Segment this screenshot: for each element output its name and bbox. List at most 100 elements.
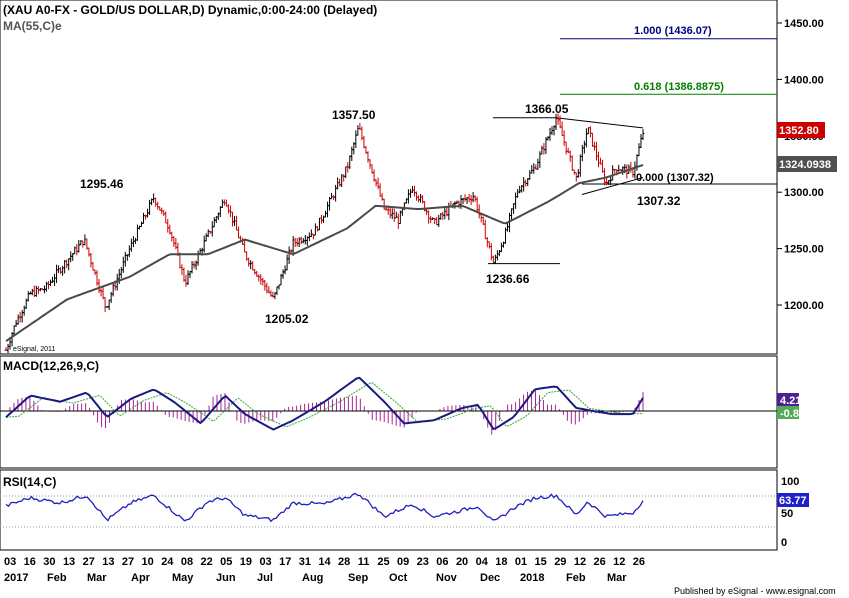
price-bar (493, 254, 497, 264)
time-axis: 03 16 30 13 27 13 27 10 24 08 22 05 19 03 17 31 14 28 11 25… (4, 556, 645, 584)
label-1366: 1366.05 (525, 102, 569, 116)
price-bar (99, 288, 103, 297)
x-day-label: 25 (377, 556, 389, 568)
price-bar (172, 236, 176, 247)
price-bar (230, 211, 234, 227)
label-1295: 1295.46 (80, 177, 124, 191)
x-day-label: 01 (515, 556, 527, 568)
price-bar (479, 213, 483, 223)
price-bar (309, 229, 313, 238)
price-bar (243, 240, 247, 253)
x-day-label: 19 (240, 556, 252, 568)
price-bar (67, 258, 71, 271)
price-bar (487, 241, 491, 249)
rsi-line (5, 492, 644, 523)
x-day-label: 13 (102, 556, 114, 568)
price-bar (277, 284, 281, 290)
price-bar (119, 266, 123, 279)
price-bar (576, 169, 580, 178)
price-bar (378, 183, 382, 197)
price-bar (22, 305, 26, 316)
x-day-label: 26 (633, 556, 645, 568)
x-month-label: Nov (436, 572, 458, 584)
x-day-label: 04 (476, 556, 489, 568)
last-price-tag (777, 122, 825, 138)
price-bar (125, 254, 129, 261)
price-bar (55, 264, 59, 283)
price-bar (443, 206, 447, 220)
price-bar (518, 185, 522, 194)
x-day-label: 26 (594, 556, 606, 568)
price-bar (123, 251, 127, 267)
macd-value: 4.21 (780, 395, 801, 407)
price-bar (419, 194, 423, 203)
price-bar (144, 214, 148, 220)
rsi-value: 63.77 (779, 495, 807, 507)
price-bar (570, 155, 574, 171)
price-bar (313, 223, 317, 236)
price-bar (220, 199, 224, 208)
price-bar (437, 214, 441, 227)
price-bar (471, 191, 475, 203)
price-bar (417, 195, 421, 203)
price-bar (588, 126, 592, 138)
price-bar (53, 273, 57, 286)
price-bar (65, 259, 69, 269)
x-day-label: 11 (358, 556, 370, 568)
price-bar (317, 217, 321, 231)
price-bar (580, 144, 584, 162)
fibonacci-levels (560, 38, 777, 185)
price-bar (530, 165, 534, 174)
price-bar (30, 288, 34, 296)
price-bar (212, 217, 216, 228)
price-bar (184, 274, 188, 287)
price-bar (435, 216, 439, 226)
x-day-label: 27 (83, 556, 95, 568)
x-day-label: 16 (24, 556, 36, 568)
price-bar (578, 154, 582, 177)
price-bar (348, 155, 352, 170)
price-bar (536, 158, 540, 170)
price-bar (481, 216, 485, 225)
price-bar (376, 177, 380, 190)
price-bar (202, 235, 206, 253)
rsi-tick-100: 100 (781, 476, 799, 488)
label-1307: 1307.32 (637, 194, 681, 208)
price-bar (253, 269, 257, 275)
price-bar (467, 193, 471, 203)
price-bar (522, 177, 526, 192)
watermark: eSignal, 2011 (13, 346, 55, 353)
price-bar (342, 174, 346, 182)
price-bar (382, 198, 386, 210)
price-bar (540, 145, 544, 155)
x-day-label: 13 (63, 556, 75, 568)
price-bar (554, 113, 558, 130)
price-bar (641, 129, 645, 140)
macd-label: MACD(12,26,9,C) (3, 359, 99, 373)
price-bar (198, 248, 202, 255)
price-bar (388, 206, 392, 219)
label-1205: 1205.02 (265, 312, 309, 326)
fib-100-label: 1.000 (1436.07) (634, 25, 712, 37)
price-bar (350, 146, 354, 162)
x-day-label: 10 (142, 556, 154, 568)
price-bar (257, 274, 261, 282)
x-day-label: 30 (43, 556, 55, 568)
price-bar (512, 203, 516, 214)
price-bar (204, 233, 208, 242)
fib-0-label: 0.000 (1307.32) (636, 172, 714, 184)
price-bar (326, 201, 330, 218)
price-bar (226, 204, 230, 214)
price-bar (154, 197, 158, 207)
price-bar (324, 210, 328, 218)
price-bar (590, 132, 594, 147)
price-bar (196, 250, 200, 266)
x-day-label: 03 (259, 556, 271, 568)
x-month-label: Sep (348, 572, 368, 584)
price-bar (265, 282, 269, 294)
price-bar (249, 260, 253, 270)
x-month-label: Mar (607, 572, 627, 584)
label-1357: 1357.50 (332, 108, 376, 122)
signal-value-tag (777, 406, 799, 419)
price-bar (423, 201, 427, 212)
